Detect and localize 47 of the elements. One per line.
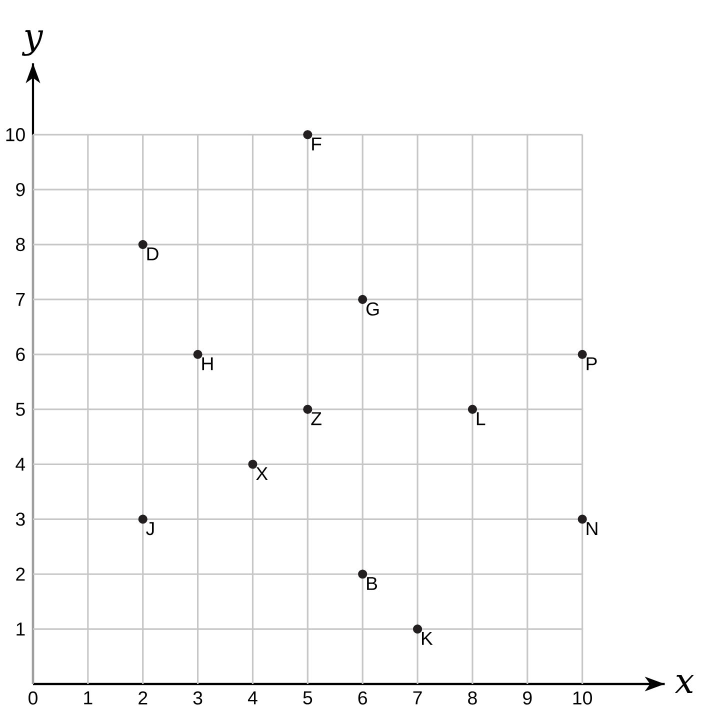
annotation: Z	[311, 412, 322, 426]
point	[303, 130, 312, 140]
x-axis-title: x	[674, 674, 694, 693]
point	[248, 460, 258, 469]
y-tick-label: 7	[16, 293, 25, 306]
point	[303, 404, 312, 414]
annotation: H	[202, 357, 213, 370]
point	[413, 624, 422, 634]
y-tick-label: 1	[16, 622, 25, 636]
point	[138, 514, 148, 524]
x-tick-label: 1	[84, 691, 92, 704]
point	[358, 294, 368, 304]
x-tick-label: 9	[523, 691, 532, 705]
x-tick-label: 3	[193, 691, 202, 705]
x-tick-label: 6	[358, 691, 367, 705]
y-tick-label: 5	[16, 402, 25, 416]
point	[358, 570, 368, 579]
annotation: J	[146, 522, 154, 536]
y-tick-label: 6	[16, 348, 25, 362]
y-tick-label: 4	[16, 458, 26, 471]
annotation: B	[367, 577, 378, 590]
annotation: K	[422, 632, 433, 645]
annotation: D	[147, 247, 158, 260]
annotation: P	[586, 357, 597, 370]
point	[468, 404, 478, 414]
x-tick-label: 8	[468, 691, 477, 705]
point	[578, 350, 587, 359]
x-tick-label: 2	[138, 691, 148, 704]
x-tick-label: 10	[573, 691, 592, 705]
annotation: X	[256, 467, 268, 480]
x-tick-label: 5	[303, 691, 312, 704]
y-tick-label: 2	[16, 568, 25, 581]
annotation: N	[586, 522, 598, 535]
annotation: F	[312, 138, 322, 150]
x-tick-label: 0	[28, 691, 38, 705]
y-tick-label: 9	[16, 182, 25, 196]
annotation: L	[476, 412, 486, 426]
y-tick-label: 3	[16, 512, 25, 526]
point	[138, 240, 148, 250]
point	[193, 350, 202, 359]
annotation: G	[366, 302, 379, 316]
x-tick-label: 4	[248, 691, 258, 704]
y-axis-title: y	[22, 30, 44, 56]
y-tick-label: 10	[6, 128, 25, 142]
x-tick-label: 7	[413, 691, 422, 704]
point	[578, 514, 587, 524]
y-tick-label: 8	[16, 238, 25, 252]
